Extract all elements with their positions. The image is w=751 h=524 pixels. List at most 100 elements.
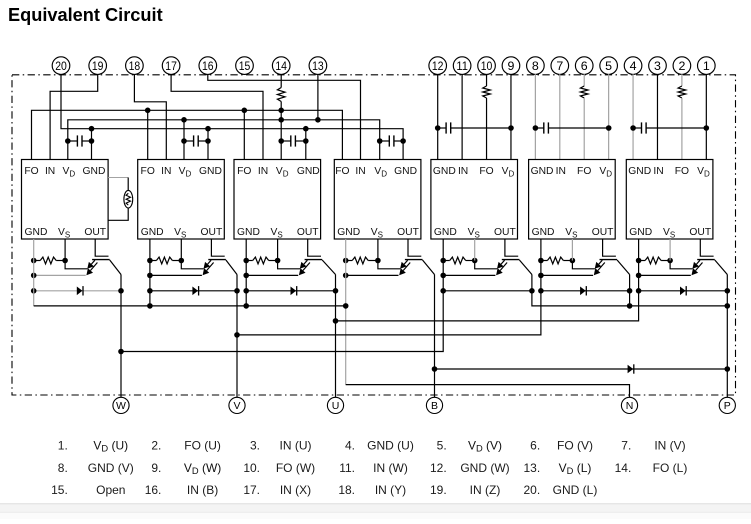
svg-text:14: 14 xyxy=(275,59,287,73)
svg-text:V: V xyxy=(233,400,240,412)
svg-text:IN (W): IN (W) xyxy=(373,461,408,475)
svg-text:10: 10 xyxy=(481,59,493,73)
svg-text:OUT: OUT xyxy=(297,227,319,238)
svg-text:FO: FO xyxy=(141,166,155,177)
svg-text:Equivalent Circuit: Equivalent Circuit xyxy=(8,5,163,25)
svg-text:11.: 11. xyxy=(339,461,355,475)
svg-text:GND: GND xyxy=(237,227,260,238)
svg-text:GND: GND xyxy=(83,166,106,177)
svg-text:15: 15 xyxy=(239,59,251,73)
svg-text:2: 2 xyxy=(678,59,685,73)
svg-text:VS: VS xyxy=(663,227,675,239)
svg-text:IN: IN xyxy=(355,166,365,177)
svg-text:6: 6 xyxy=(581,59,588,73)
svg-text:P: P xyxy=(724,400,731,412)
svg-text:FO (W): FO (W) xyxy=(276,461,315,475)
svg-text:GND: GND xyxy=(628,166,651,177)
svg-text:IN: IN xyxy=(45,166,55,177)
svg-text:OUT: OUT xyxy=(494,227,516,238)
svg-text:4: 4 xyxy=(630,59,637,73)
svg-text:10.: 10. xyxy=(243,461,260,475)
svg-text:IN: IN xyxy=(161,166,171,177)
svg-text:VD: VD xyxy=(599,166,612,178)
svg-text:VD (L): VD (L) xyxy=(559,461,592,476)
svg-text:OUT: OUT xyxy=(397,227,419,238)
svg-text:VS: VS xyxy=(58,227,70,239)
svg-text:IN: IN xyxy=(653,166,663,177)
svg-text:1.: 1. xyxy=(58,439,68,453)
svg-text:19: 19 xyxy=(92,59,104,73)
svg-text:19.: 19. xyxy=(430,483,447,497)
svg-text:1: 1 xyxy=(703,59,710,73)
svg-text:VD: VD xyxy=(276,166,289,178)
svg-text:GND: GND xyxy=(532,227,555,238)
svg-text:13: 13 xyxy=(312,59,324,73)
svg-text:GND: GND xyxy=(25,227,48,238)
svg-text:Open: Open xyxy=(96,483,125,497)
svg-text:16: 16 xyxy=(202,59,214,73)
svg-text:OUT: OUT xyxy=(201,227,223,238)
svg-text:9: 9 xyxy=(508,59,515,73)
svg-text:3.: 3. xyxy=(250,439,260,453)
svg-text:18: 18 xyxy=(129,59,141,73)
svg-text:VS: VS xyxy=(468,227,480,239)
svg-text:VS: VS xyxy=(174,227,186,239)
svg-text:VS: VS xyxy=(371,227,383,239)
svg-text:IN (Z): IN (Z) xyxy=(470,483,501,497)
svg-text:15.: 15. xyxy=(51,483,68,497)
svg-text:12: 12 xyxy=(432,59,444,73)
svg-text:VD: VD xyxy=(697,166,710,178)
svg-text:20.: 20. xyxy=(524,483,541,497)
svg-text:GND (L): GND (L) xyxy=(553,483,598,497)
svg-text:IN (X): IN (X) xyxy=(280,483,311,497)
svg-text:VD: VD xyxy=(374,166,387,178)
svg-text:5: 5 xyxy=(605,59,612,73)
svg-text:IN (B): IN (B) xyxy=(187,483,218,497)
svg-text:FO (L): FO (L) xyxy=(653,461,688,475)
svg-text:8.: 8. xyxy=(58,461,68,475)
svg-text:20: 20 xyxy=(55,59,67,73)
svg-text:6.: 6. xyxy=(530,439,540,453)
svg-text:GND (W): GND (W) xyxy=(460,461,509,475)
svg-text:VD: VD xyxy=(179,166,192,178)
svg-text:VD: VD xyxy=(62,166,75,178)
svg-text:GND: GND xyxy=(531,166,554,177)
svg-text:GND: GND xyxy=(394,166,417,177)
svg-text:9.: 9. xyxy=(151,461,161,475)
svg-text:IN (U): IN (U) xyxy=(280,439,312,453)
svg-text:OUT: OUT xyxy=(689,227,711,238)
svg-text:7.: 7. xyxy=(621,439,631,453)
svg-text:GND (V): GND (V) xyxy=(88,461,134,475)
svg-text:FO (V): FO (V) xyxy=(557,439,593,453)
svg-text:3: 3 xyxy=(654,59,661,73)
svg-text:FO: FO xyxy=(577,166,591,177)
svg-text:W: W xyxy=(116,400,126,412)
svg-text:2.: 2. xyxy=(151,439,161,453)
svg-text:OUT: OUT xyxy=(84,227,106,238)
svg-text:IN: IN xyxy=(258,166,268,177)
svg-text:8: 8 xyxy=(532,59,539,73)
svg-text:4.: 4. xyxy=(345,439,355,453)
svg-text:FO: FO xyxy=(237,166,251,177)
svg-text:GND: GND xyxy=(141,227,164,238)
svg-text:U: U xyxy=(332,400,340,412)
svg-text:16.: 16. xyxy=(145,483,162,497)
svg-text:IN: IN xyxy=(556,166,566,177)
svg-text:VD (V): VD (V) xyxy=(468,439,502,454)
svg-text:18.: 18. xyxy=(338,483,355,497)
svg-text:GND: GND xyxy=(297,166,320,177)
svg-text:5.: 5. xyxy=(437,439,447,453)
svg-text:IN (V): IN (V) xyxy=(654,439,685,453)
svg-text:N: N xyxy=(626,400,634,412)
svg-text:17: 17 xyxy=(165,59,177,73)
svg-text:11: 11 xyxy=(456,59,468,73)
svg-text:13.: 13. xyxy=(524,461,541,475)
svg-text:GND: GND xyxy=(629,227,652,238)
svg-text:12.: 12. xyxy=(430,461,447,475)
svg-text:FO: FO xyxy=(335,166,349,177)
svg-text:IN (Y): IN (Y) xyxy=(375,483,406,497)
svg-text:FO: FO xyxy=(479,166,493,177)
svg-text:B: B xyxy=(431,400,438,412)
svg-text:VD (U): VD (U) xyxy=(93,439,128,454)
svg-text:GND: GND xyxy=(433,166,456,177)
